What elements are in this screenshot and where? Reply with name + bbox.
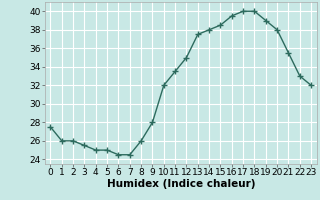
- X-axis label: Humidex (Indice chaleur): Humidex (Indice chaleur): [107, 179, 255, 189]
